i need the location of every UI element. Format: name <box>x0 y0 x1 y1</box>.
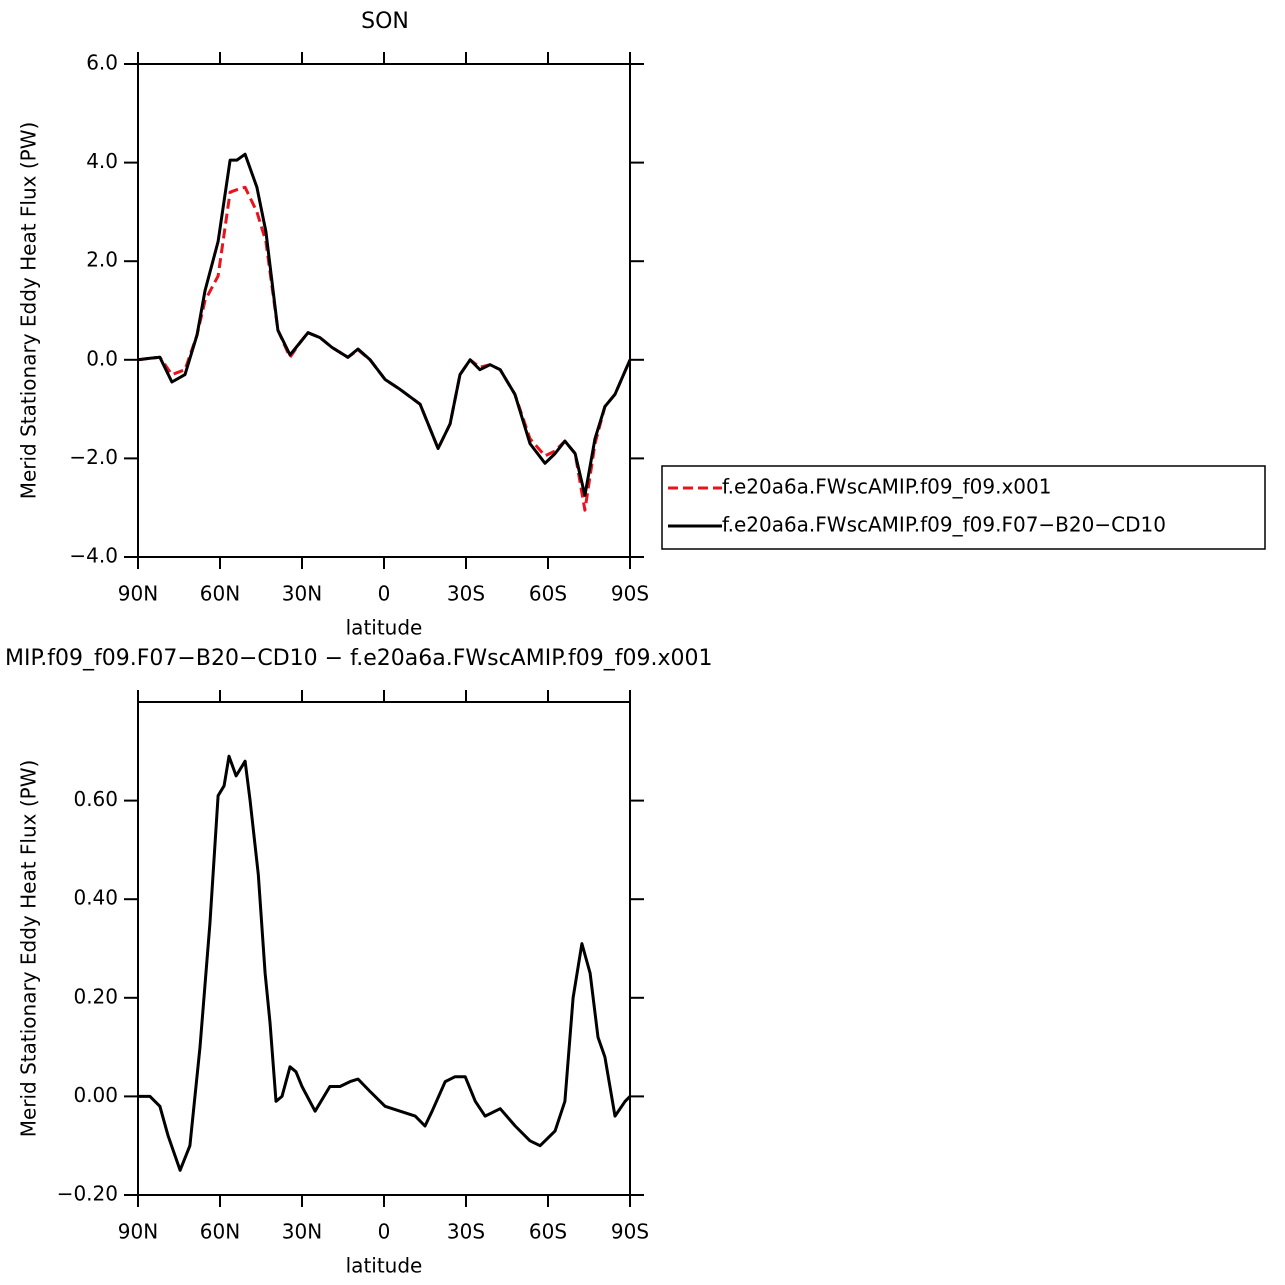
x-tick-label: 30N <box>282 582 322 606</box>
x-tick-label: 0 <box>378 1220 391 1244</box>
x-tick-label: 90S <box>611 1220 649 1244</box>
y-tick-label: −2.0 <box>69 445 118 469</box>
y-tick-label: 0.0 <box>86 346 118 370</box>
x-axis-label: latitude <box>346 616 423 640</box>
y-tick-label: 6.0 <box>86 51 118 75</box>
x-axis-label: latitude <box>346 1254 423 1278</box>
y-axis-label: Merid Stationary Eddy Heat Flux (PW) <box>17 760 41 1138</box>
y-axis-label: Merid Stationary Eddy Heat Flux (PW) <box>17 122 41 500</box>
x-tick-label: 0 <box>378 582 391 606</box>
plot-frame <box>137 63 631 558</box>
legend-label: f.e20a6a.FWscAMIP.f09_f09.x001 <box>722 475 1051 499</box>
x-tick-label: 30N <box>282 1220 322 1244</box>
x-tick-label: 30S <box>447 1220 485 1244</box>
x-tick-label: 90N <box>118 1220 158 1244</box>
data-line <box>137 185 632 512</box>
y-tick-label: 0.40 <box>73 886 118 910</box>
y-tick-label: 0.20 <box>73 984 118 1008</box>
y-tick-label: 0.60 <box>73 787 118 811</box>
data-line <box>138 754 632 1172</box>
y-tick-label: 2.0 <box>86 248 118 272</box>
x-tick-label: 60N <box>200 582 240 606</box>
plot-frame <box>137 701 631 1196</box>
x-tick-label: 60S <box>529 1220 567 1244</box>
y-tick-label: −4.0 <box>69 544 118 568</box>
legend-box <box>661 465 1266 550</box>
y-tick-label: 0.00 <box>73 1083 118 1107</box>
data-line <box>137 152 632 497</box>
x-tick-label: 60N <box>200 1220 240 1244</box>
y-tick-label: −0.20 <box>57 1182 118 1206</box>
chart-title: MIP.f09_f09.F07−B20−CD10 − f.e20a6a.FWsc… <box>5 646 713 671</box>
x-tick-label: 30S <box>447 582 485 606</box>
y-tick-label: 4.0 <box>86 149 118 173</box>
x-tick-label: 60S <box>529 582 567 606</box>
chart-title: SON <box>361 9 409 34</box>
legend-label: f.e20a6a.FWscAMIP.f09_f09.F07−B20−CD10 <box>722 513 1166 537</box>
x-tick-label: 90S <box>611 582 649 606</box>
x-tick-label: 90N <box>118 582 158 606</box>
